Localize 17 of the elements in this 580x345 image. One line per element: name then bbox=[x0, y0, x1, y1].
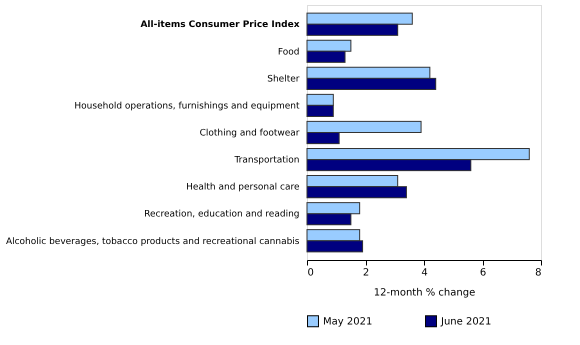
x-tick-label: 0 bbox=[308, 268, 314, 278]
x-axis-title: 12-month % change bbox=[374, 288, 476, 298]
x-tick-label: 8 bbox=[535, 268, 542, 278]
legend-label: June 2021 bbox=[440, 316, 492, 328]
y-tick-label: Shelter bbox=[267, 74, 300, 84]
x-tick-label: 4 bbox=[421, 268, 428, 278]
y-tick-label: Household operations, furnishings and equipment bbox=[74, 101, 300, 112]
y-tick-label: Clothing and footwear bbox=[200, 128, 300, 138]
legend-label: May 2021 bbox=[323, 316, 372, 328]
y-tick-label: All-items Consumer Price Index bbox=[140, 20, 300, 30]
x-tick-label: 6 bbox=[480, 268, 486, 278]
y-tick-label: Food bbox=[278, 47, 300, 58]
x-tick-label: 2 bbox=[362, 268, 370, 278]
y-tick-label: Transportation bbox=[234, 156, 300, 166]
y-tick-label: Alcoholic beverages, tobacco products and recreational cannabis bbox=[6, 236, 300, 247]
y-tick-label: Recreation, education and reading bbox=[144, 210, 300, 220]
y-tick-label: Health and personal care bbox=[186, 182, 300, 193]
